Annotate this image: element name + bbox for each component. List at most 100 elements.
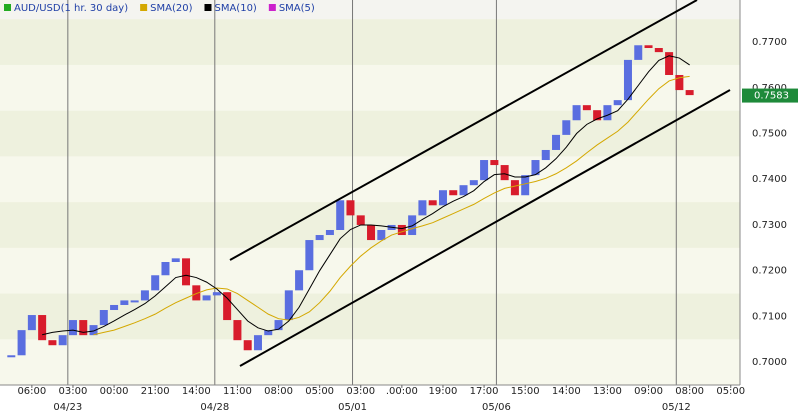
candle — [7, 355, 16, 358]
legend-label: SMA(10) — [214, 3, 256, 14]
candle — [480, 160, 489, 181]
candle — [408, 215, 417, 236]
axes: 0.7000 0.7100 0.7200 0.7300 0.7400 0.7500 0.76… — [17, 37, 798, 413]
candle — [613, 100, 622, 106]
x-tick-label: 13:00 — [593, 386, 622, 397]
candle — [58, 335, 67, 346]
candle — [572, 105, 581, 121]
legend-label: AUD/USD(1 hr. 30 day) — [14, 3, 128, 14]
candle — [644, 45, 653, 49]
legend-swatch — [140, 4, 148, 11]
candle — [264, 330, 273, 336]
candle — [490, 160, 499, 166]
candle — [346, 200, 355, 216]
candle — [315, 235, 324, 241]
candle — [295, 270, 304, 291]
y-tick-label: 0.7600 — [752, 83, 787, 94]
candle — [120, 300, 129, 305]
candle — [397, 224, 406, 236]
candle — [17, 330, 26, 356]
date-label: 05/01 — [338, 402, 367, 413]
candle — [377, 229, 386, 241]
x-tick-label: 11:00 — [223, 386, 252, 397]
candle — [27, 315, 36, 331]
candle — [336, 200, 345, 230]
candle — [634, 45, 643, 60]
candle — [593, 110, 602, 121]
candle — [243, 340, 252, 351]
legend-swatch — [268, 4, 276, 11]
candle — [192, 285, 201, 301]
candle — [130, 300, 139, 303]
candle — [449, 190, 458, 196]
legend-swatch — [4, 4, 11, 11]
candle — [459, 185, 468, 196]
candle — [541, 149, 550, 161]
candle — [531, 160, 540, 176]
y-tick-label: 0.7100 — [752, 311, 787, 322]
x-tick-label: 08:00 — [675, 386, 704, 397]
candle — [48, 340, 57, 346]
y-tick-label: 0.7000 — [752, 357, 787, 368]
candle — [253, 335, 262, 351]
legend-swatch — [204, 4, 212, 11]
x-tick-label: .00:00 — [386, 386, 418, 397]
candle — [500, 165, 509, 181]
sma-line — [42, 55, 690, 336]
candle — [233, 320, 242, 341]
last-value-box — [742, 88, 798, 103]
x-tick-label: 06:00 — [17, 386, 46, 397]
band — [0, 19, 740, 65]
x-tick-label: 03:00 — [346, 386, 375, 397]
x-tick-label: 19:00 — [429, 386, 458, 397]
candle — [438, 190, 447, 206]
candle — [212, 292, 221, 296]
x-tick-label: 08:00 — [264, 386, 293, 397]
candle — [325, 229, 334, 236]
candle — [171, 258, 180, 263]
candle — [305, 240, 314, 271]
last-value-label: 0.7583 — [754, 91, 789, 102]
x-tick-label: 14:00 — [552, 386, 581, 397]
candle — [274, 320, 283, 331]
candle — [562, 120, 571, 135]
candle — [151, 275, 160, 291]
date-label: 05/06 — [482, 402, 511, 413]
date-label: 04/23 — [53, 402, 82, 413]
candle — [665, 52, 674, 75]
band — [0, 110, 740, 157]
candle — [469, 180, 478, 186]
y-axis-panel — [740, 0, 800, 414]
y-tick-label: 0.7200 — [752, 266, 787, 277]
candle — [202, 295, 211, 301]
y-tick-label: 0.7700 — [752, 37, 787, 48]
candle — [284, 290, 293, 321]
band — [0, 156, 740, 203]
candle — [89, 325, 98, 336]
band — [0, 293, 740, 340]
candle — [418, 200, 427, 216]
candle — [521, 175, 530, 196]
channel — [229, 0, 731, 367]
x-tick-label: 05:00 — [716, 386, 745, 397]
candle — [603, 105, 612, 121]
x-tick-label: 17:00 — [470, 386, 499, 397]
x-tick-label: 15:00 — [511, 386, 540, 397]
channel-upper — [229, 0, 698, 261]
channel-lower — [239, 89, 731, 367]
sma-line — [93, 75, 690, 336]
candle — [623, 59, 632, 101]
legend-label: SMA(20) — [150, 3, 192, 14]
candle — [356, 215, 365, 225]
legend-label: SMA(5) — [279, 3, 315, 14]
candle — [68, 320, 77, 336]
y-tick-label: 0.7300 — [752, 220, 787, 231]
candle — [79, 320, 88, 336]
candle — [654, 48, 663, 53]
candle — [510, 180, 519, 196]
candle — [582, 105, 591, 111]
date-label: 05/12 — [662, 402, 691, 413]
band — [0, 339, 740, 385]
candle — [223, 292, 232, 321]
